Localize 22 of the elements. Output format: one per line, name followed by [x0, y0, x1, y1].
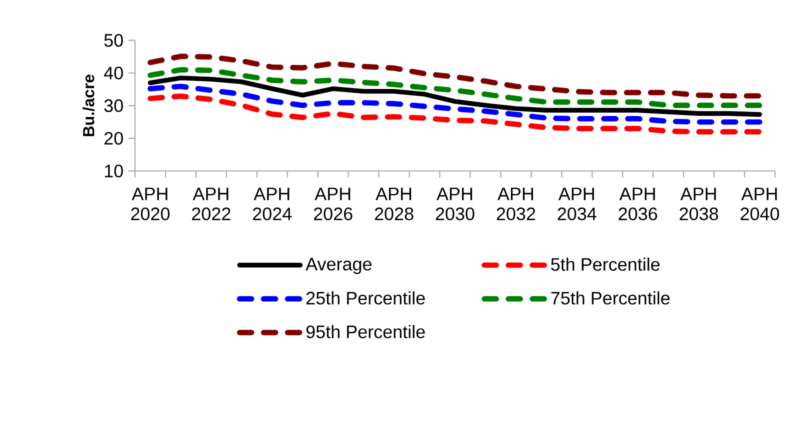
x-tick-label: APH 2020	[131, 188, 170, 220]
legend-label: 95th Percentile	[306, 325, 425, 338]
x-tick-label: APH 2026	[314, 188, 352, 220]
x-tick-label: APH 2022	[192, 188, 230, 220]
x-tick-label: APH 2024	[253, 188, 292, 220]
x-tick-label: APH 2038	[680, 188, 718, 220]
legend-label: Average	[306, 258, 372, 274]
y-tick-label: 40	[104, 66, 123, 80]
x-tick-label: APH 2040	[740, 188, 780, 220]
y-tick-label: 30	[104, 99, 123, 112]
legend-label: 75th Percentile	[551, 291, 670, 305]
y-tick-label: 50	[104, 34, 123, 47]
x-tick-label: APH 2036	[618, 188, 658, 220]
y-tick-label: 10	[104, 164, 123, 178]
y-tick-label: 20	[104, 132, 123, 145]
y-axis-title: Bu./acre	[82, 74, 94, 136]
x-tick-label: APH 2032	[496, 188, 536, 220]
legend-label: 5th Percentile	[551, 258, 660, 271]
legend-label: 25th Percentile	[306, 291, 425, 305]
x-tick-label: APH 2028	[374, 188, 414, 220]
x-tick-label: APH 2030	[436, 188, 474, 220]
x-tick-label: APH 2034	[558, 188, 596, 220]
